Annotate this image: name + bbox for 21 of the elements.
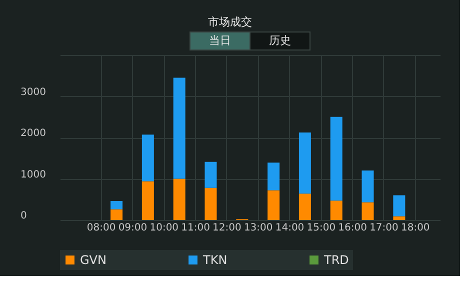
x-tick-label: 16:00 [338, 222, 367, 234]
y-tick-label: 0 [20, 210, 27, 222]
y-tick-label: 1000 [20, 169, 46, 180]
x-tick-label: 11:00 [181, 222, 210, 234]
y-tick-label: 2000 [20, 128, 46, 139]
legend-label: TKN [202, 253, 228, 267]
x-tick-label: 14:00 [275, 222, 304, 234]
x-tick-label: 18:00 [400, 222, 430, 234]
y-tick-label: 3000 [20, 86, 46, 98]
x-tick-label: 09:00 [118, 222, 148, 234]
x-tick-label: 10:00 [150, 222, 179, 234]
legend-label: GVN [80, 253, 106, 267]
text: 历史 [269, 34, 291, 47]
chart-title: 市场成交 [208, 16, 252, 28]
legend-label: TRD [323, 253, 349, 267]
x-tick-label: 08:00 [86, 222, 116, 234]
text: 当日 [209, 34, 231, 47]
x-tick-label: 13:00 [244, 222, 273, 234]
x-tick-label: 12:00 [212, 222, 242, 234]
x-tick-label: 17:00 [370, 222, 398, 234]
x-tick-label: 15:00 [306, 222, 336, 234]
